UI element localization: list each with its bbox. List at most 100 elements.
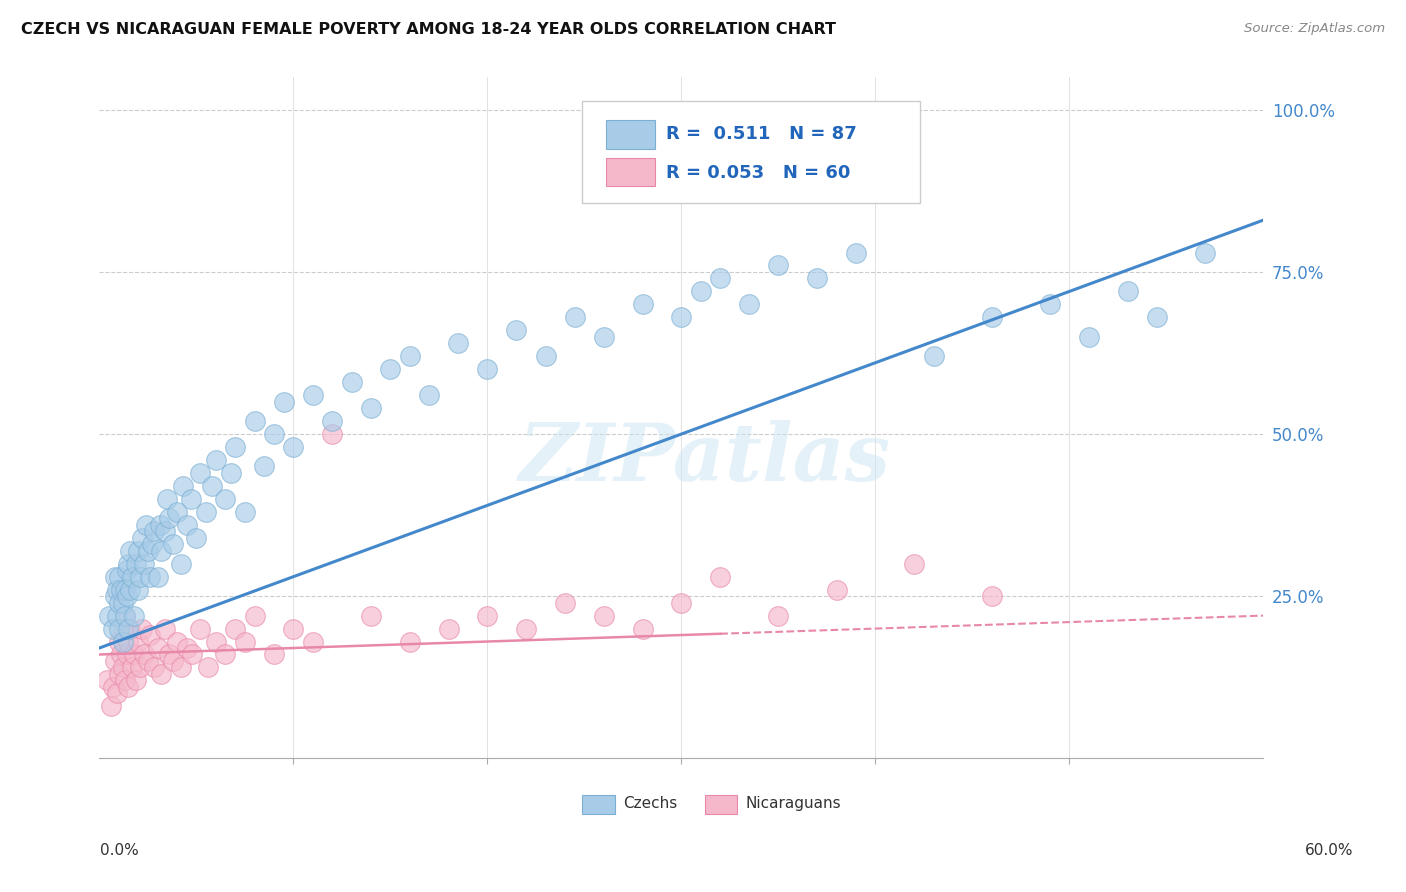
Point	[162, 654, 184, 668]
Point	[214, 491, 236, 506]
Point	[155, 622, 177, 636]
Point	[224, 622, 246, 636]
Point	[121, 570, 143, 584]
Point	[398, 349, 420, 363]
Point	[845, 245, 868, 260]
Point	[592, 330, 614, 344]
Point	[127, 582, 149, 597]
Point	[127, 543, 149, 558]
Point	[114, 608, 136, 623]
Bar	[606, 158, 655, 186]
Point	[631, 297, 654, 311]
Point	[515, 622, 537, 636]
Point	[554, 596, 576, 610]
Bar	[606, 120, 655, 149]
Text: Czechs: Czechs	[623, 797, 678, 812]
Point	[224, 440, 246, 454]
Point	[146, 640, 169, 655]
Point	[592, 608, 614, 623]
Point	[283, 440, 305, 454]
Point	[360, 401, 382, 416]
Point	[115, 563, 138, 577]
Point	[176, 640, 198, 655]
Point	[141, 537, 163, 551]
Point	[166, 634, 188, 648]
Point	[114, 582, 136, 597]
Point	[131, 531, 153, 545]
Point	[380, 362, 402, 376]
Text: Nicaraguans: Nicaraguans	[745, 797, 841, 812]
Text: ZIPatlas: ZIPatlas	[519, 420, 891, 498]
Point	[221, 466, 243, 480]
Point	[107, 570, 129, 584]
Text: Source: ZipAtlas.com: Source: ZipAtlas.com	[1244, 22, 1385, 36]
Point	[107, 622, 129, 636]
Point	[120, 582, 142, 597]
Point	[505, 323, 527, 337]
Point	[114, 608, 136, 623]
Point	[447, 336, 470, 351]
Point	[186, 531, 208, 545]
Point	[360, 608, 382, 623]
Point	[243, 608, 266, 623]
Point	[188, 466, 211, 480]
Point	[104, 589, 127, 603]
Point	[188, 622, 211, 636]
Point	[301, 388, 323, 402]
Point	[139, 570, 162, 584]
Point	[124, 648, 146, 662]
Point	[180, 491, 202, 506]
Point	[233, 505, 256, 519]
Text: CZECH VS NICARAGUAN FEMALE POVERTY AMONG 18-24 YEAR OLDS CORRELATION CHART: CZECH VS NICARAGUAN FEMALE POVERTY AMONG…	[21, 22, 837, 37]
Point	[156, 491, 179, 506]
Point	[1146, 310, 1168, 325]
Point	[120, 622, 142, 636]
Point	[273, 394, 295, 409]
Point	[477, 362, 499, 376]
Point	[104, 654, 127, 668]
Point	[1194, 245, 1216, 260]
Point	[671, 310, 693, 325]
Point	[136, 543, 159, 558]
Point	[689, 285, 711, 299]
Point	[709, 271, 731, 285]
Point	[263, 648, 285, 662]
Point	[162, 537, 184, 551]
Point	[148, 517, 170, 532]
Point	[903, 557, 925, 571]
Point	[253, 459, 276, 474]
Point	[124, 608, 146, 623]
Text: R =  0.511   N = 87: R = 0.511 N = 87	[666, 125, 858, 143]
Point	[125, 557, 148, 571]
Point	[204, 634, 226, 648]
Point	[120, 543, 142, 558]
Point	[111, 660, 134, 674]
Bar	[704, 795, 737, 814]
Bar	[582, 795, 614, 814]
Point	[243, 414, 266, 428]
Point	[132, 557, 155, 571]
Point	[283, 622, 305, 636]
Point	[129, 660, 152, 674]
Point	[197, 660, 219, 674]
Point	[101, 622, 124, 636]
Point	[980, 310, 1002, 325]
Point	[117, 634, 139, 648]
Point	[125, 673, 148, 688]
Point	[1116, 285, 1139, 299]
Point	[142, 660, 165, 674]
Point	[150, 543, 173, 558]
Text: R = 0.053   N = 60: R = 0.053 N = 60	[666, 164, 851, 182]
Point	[111, 634, 134, 648]
Text: 0.0%: 0.0%	[100, 843, 139, 858]
Point	[146, 570, 169, 584]
Point	[738, 297, 761, 311]
Point	[534, 349, 557, 363]
Point	[1077, 330, 1099, 344]
Point	[104, 570, 127, 584]
Point	[233, 634, 256, 648]
Point	[176, 517, 198, 532]
Point	[105, 686, 128, 700]
Point	[110, 648, 132, 662]
Point	[132, 648, 155, 662]
